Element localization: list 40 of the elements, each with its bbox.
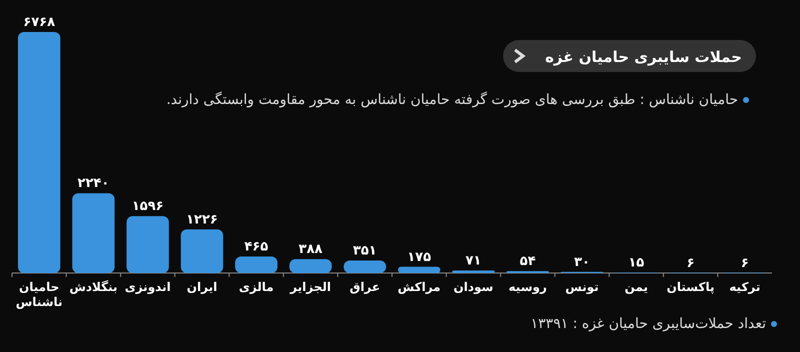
x-tick-label: مالزی	[238, 280, 274, 294]
title: حملات سایبری حامیان غزه	[503, 40, 756, 72]
data-label: ۵۴	[520, 254, 536, 270]
bar	[126, 216, 169, 273]
data-label: ۱۵	[628, 255, 644, 270]
x-tick-label: الجزایر	[289, 280, 331, 294]
x-tick-label: عراق	[350, 280, 380, 294]
x-tick-label: روسیه	[508, 280, 547, 294]
data-label: ۱۵۹۶	[132, 199, 164, 214]
data-label: ۳۵۱	[352, 244, 377, 258]
data-label: ۷۱	[465, 253, 482, 268]
x-tick-label: بنگلادش	[69, 280, 118, 294]
annotation: تعداد حملات‌سایبری حامیان غزه : ۱۳۳۹۱	[530, 316, 777, 332]
x-tick-label: تونس	[565, 280, 599, 294]
x-tick-label: سودان	[454, 280, 494, 294]
x-tick-label: مراکش	[398, 280, 441, 294]
annotation: حامیان ناشناس : طبق بررسی های صورت گرفته حامیان ناشناس به محور مقاومت وابستگی دارند.	[166, 92, 749, 108]
bar	[452, 270, 495, 273]
data-label: ۴۶۵	[244, 239, 268, 254]
data-label: ۳۸۸	[298, 242, 323, 258]
bar	[72, 193, 115, 273]
data-label: ۶	[740, 256, 749, 271]
bar	[18, 32, 60, 273]
data-label: ۶۷۶۸	[23, 15, 56, 30]
data-label: ۱۷۵	[407, 250, 432, 265]
data-label: ۶	[686, 256, 695, 271]
x-tick-label: پاکستان	[666, 280, 714, 294]
x-tick-label: ترکیه	[729, 280, 760, 294]
data-label: ۱۲۲۶	[186, 212, 218, 228]
x-tick-label: حامیان ناشناس	[16, 280, 63, 309]
x-tick-label: اندونزی	[124, 280, 171, 294]
data-label: ۳۰	[574, 254, 590, 270]
bar	[235, 256, 278, 273]
x-tick-label: یمن	[624, 280, 648, 294]
bar	[344, 260, 386, 273]
bar	[180, 229, 224, 273]
data-label: ۲۲۴۰	[78, 176, 110, 192]
bar	[398, 266, 440, 273]
bar	[289, 259, 332, 273]
x-tick-label: ایران	[186, 280, 218, 294]
